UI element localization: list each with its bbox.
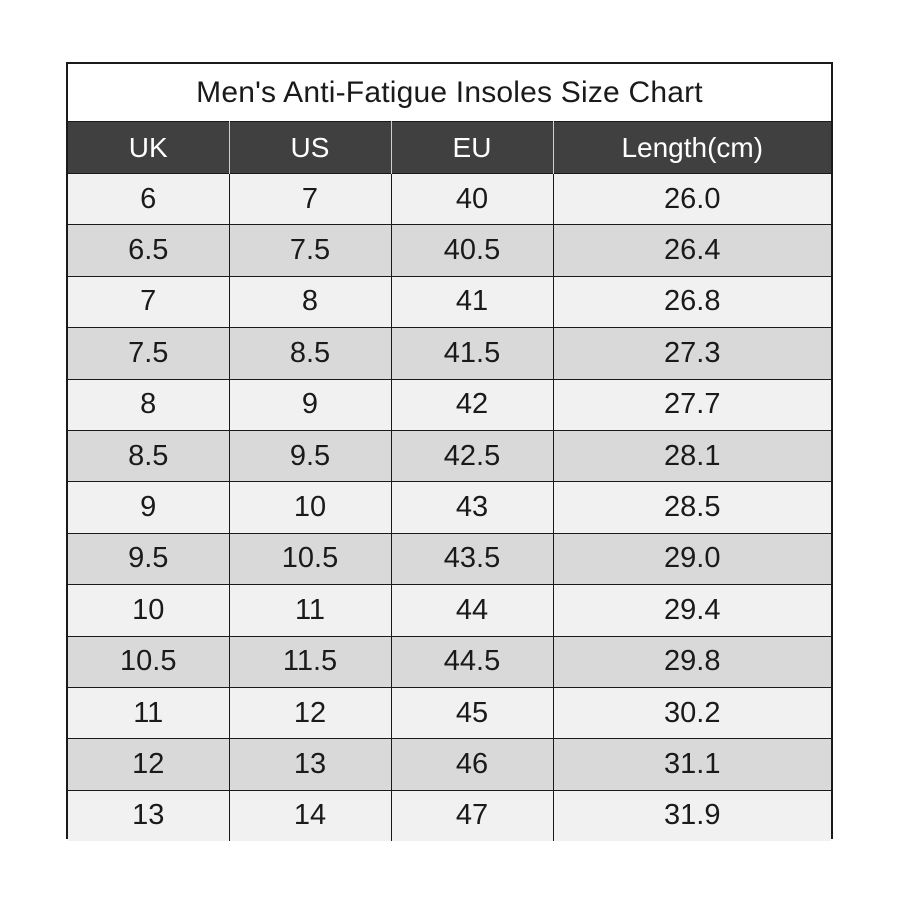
cell-eu: 46: [390, 738, 554, 791]
cell-us: 14: [228, 789, 392, 842]
cell-length: 30.2: [552, 686, 831, 740]
table-row: 8.5 9.5 42.5 28.1: [68, 429, 831, 483]
cell-eu: 45: [390, 686, 554, 740]
cell-us: 12: [228, 686, 392, 740]
table-row: 11 12 45 30.2: [68, 686, 831, 740]
cell-us: 11.5: [228, 635, 392, 688]
cell-us: 7: [228, 172, 392, 226]
cell-uk: 12: [68, 738, 230, 791]
cell-uk: 10.5: [68, 635, 230, 688]
cell-uk: 6.5: [68, 224, 230, 277]
cell-us: 10: [228, 481, 392, 534]
cell-uk: 7: [68, 275, 230, 329]
cell-length: 29.4: [552, 584, 831, 637]
cell-eu: 42: [390, 378, 554, 431]
cell-us: 11: [228, 584, 392, 637]
cell-eu: 40.5: [390, 224, 554, 277]
cell-eu: 44: [390, 584, 554, 637]
header-eu: EU: [390, 121, 554, 174]
cell-us: 7.5: [228, 224, 392, 277]
cell-us: 9.5: [228, 429, 392, 483]
cell-uk: 8: [68, 378, 230, 431]
chart-title: Men's Anti-Fatigue Insoles Size Chart: [68, 64, 831, 121]
cell-length: 26.8: [552, 275, 831, 329]
cell-uk: 11: [68, 686, 230, 740]
cell-uk: 13: [68, 789, 230, 842]
cell-length: 29.8: [552, 635, 831, 688]
table-row: 13 14 47 31.9: [68, 789, 831, 842]
cell-uk: 8.5: [68, 429, 230, 483]
size-table: UK US EU Length(cm) 6 7 40 26.0 6.5 7.5 40.5 26…: [68, 121, 831, 842]
cell-length: 27.3: [552, 327, 831, 380]
table-row: 6.5 7.5 40.5 26.4: [68, 224, 831, 277]
cell-eu: 44.5: [390, 635, 554, 688]
cell-length: 26.0: [552, 172, 831, 226]
header-length: Length(cm): [552, 121, 831, 174]
header-uk: UK: [68, 121, 230, 174]
cell-uk: 6: [68, 172, 230, 226]
cell-us: 8: [228, 275, 392, 329]
cell-length: 29.0: [552, 532, 831, 586]
cell-uk: 9.5: [68, 532, 230, 586]
table-row: 6 7 40 26.0: [68, 172, 831, 226]
cell-uk: 7.5: [68, 327, 230, 380]
cell-length: 31.9: [552, 789, 831, 842]
cell-eu: 42.5: [390, 429, 554, 483]
cell-uk: 9: [68, 481, 230, 534]
cell-us: 9: [228, 378, 392, 431]
cell-eu: 43.5: [390, 532, 554, 586]
cell-length: 31.1: [552, 738, 831, 791]
table-row: 12 13 46 31.1: [68, 738, 831, 791]
table-row: 8 9 42 27.7: [68, 378, 831, 431]
cell-length: 28.1: [552, 429, 831, 483]
cell-us: 8.5: [228, 327, 392, 380]
size-chart: Men's Anti-Fatigue Insoles Size Chart UK…: [66, 62, 833, 842]
cell-us: 13: [228, 738, 392, 791]
table-row: 7 8 41 26.8: [68, 275, 831, 329]
cell-eu: 40: [390, 172, 554, 226]
header-us: US: [228, 121, 392, 174]
cell-length: 28.5: [552, 481, 831, 534]
table-body: 6 7 40 26.0 6.5 7.5 40.5 26.4 7 8 41 26.8 7.5 8.5 41.5…: [68, 172, 831, 842]
cell-uk: 10: [68, 584, 230, 637]
cell-eu: 43: [390, 481, 554, 534]
cell-eu: 41.5: [390, 327, 554, 380]
table-row: 9 10 43 28.5: [68, 481, 831, 534]
cell-length: 26.4: [552, 224, 831, 277]
table-row: 10.5 11.5 44.5 29.8: [68, 635, 831, 688]
table-row: 10 11 44 29.4: [68, 584, 831, 637]
cell-length: 27.7: [552, 378, 831, 431]
table-row: 9.5 10.5 43.5 29.0: [68, 532, 831, 586]
header-row: UK US EU Length(cm): [68, 121, 831, 174]
cell-eu: 41: [390, 275, 554, 329]
cell-us: 10.5: [228, 532, 392, 586]
cell-eu: 47: [390, 789, 554, 842]
table-row: 7.5 8.5 41.5 27.3: [68, 327, 831, 380]
